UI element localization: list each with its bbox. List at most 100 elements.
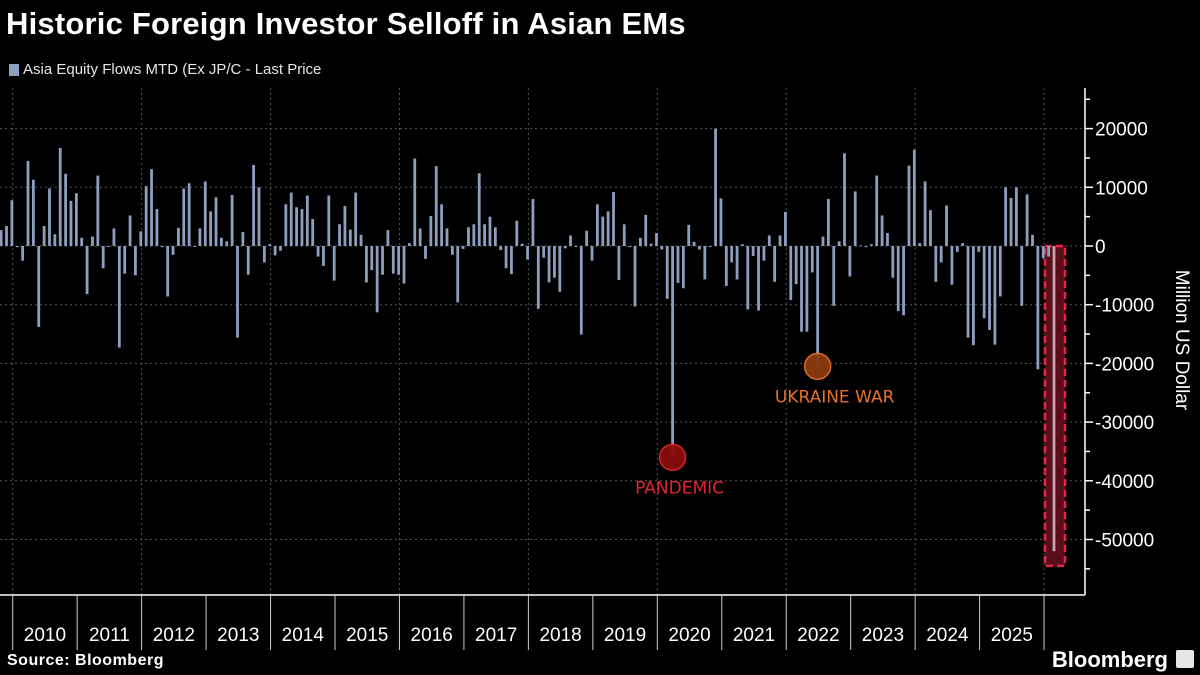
bar <box>322 246 325 266</box>
bar <box>445 228 449 246</box>
bar <box>472 224 476 246</box>
bar <box>574 246 578 247</box>
bar <box>53 234 57 246</box>
bar <box>171 246 175 255</box>
bar <box>676 246 680 283</box>
bar <box>1009 197 1013 246</box>
bar <box>993 246 997 345</box>
annotation-marker <box>803 352 832 381</box>
bar <box>64 173 68 246</box>
bar <box>698 246 701 250</box>
bar <box>327 195 331 246</box>
bar <box>375 246 379 313</box>
x-tick-label: 2017 <box>475 625 517 646</box>
bar <box>542 246 546 258</box>
bar <box>477 173 481 246</box>
bar <box>1052 246 1056 552</box>
bar <box>467 227 470 246</box>
bar <box>381 246 384 275</box>
bar <box>316 246 320 257</box>
bar <box>128 215 132 246</box>
bar <box>1031 234 1034 246</box>
bar <box>10 200 14 246</box>
x-tick-label: 2018 <box>539 625 581 646</box>
bar <box>21 246 25 261</box>
bar <box>934 246 938 282</box>
y-tick-label: 20000 <box>1095 120 1148 141</box>
x-tick-label: 2024 <box>926 625 969 646</box>
source-note: Source: Bloomberg <box>7 652 164 669</box>
bar <box>977 246 981 252</box>
bar <box>284 204 288 246</box>
bar <box>778 235 782 246</box>
bar <box>649 243 653 246</box>
y-tick-label: 10000 <box>1095 178 1148 199</box>
bar <box>515 220 519 246</box>
bar <box>622 224 626 246</box>
bar <box>918 243 922 246</box>
bar <box>182 188 186 246</box>
bar <box>810 246 814 273</box>
bar <box>134 246 137 276</box>
bar <box>219 237 223 246</box>
bar <box>456 246 460 303</box>
bar <box>80 237 84 246</box>
bar <box>773 246 777 282</box>
bar <box>85 246 89 295</box>
bar <box>193 246 196 247</box>
y-tick-label: -50000 <box>1095 531 1154 552</box>
bar <box>144 186 148 246</box>
bar <box>252 164 256 246</box>
x-tick-label: 2013 <box>217 625 259 646</box>
bar <box>730 246 734 263</box>
bar <box>741 244 744 246</box>
bar <box>617 246 621 281</box>
bar <box>692 241 696 246</box>
bar <box>719 198 723 246</box>
bar <box>295 207 298 246</box>
bar <box>117 246 121 348</box>
bar <box>998 246 1002 297</box>
bar <box>1020 246 1024 306</box>
bar <box>391 246 395 274</box>
bar <box>558 246 562 292</box>
bar <box>837 241 841 246</box>
bar <box>107 246 110 247</box>
x-tick-label: 2021 <box>733 625 775 646</box>
bar <box>112 228 116 246</box>
bar <box>950 246 954 285</box>
x-tick-label: 2011 <box>89 625 130 646</box>
bar <box>843 153 846 246</box>
bar <box>859 245 863 247</box>
bar <box>230 194 234 246</box>
bar <box>150 169 153 246</box>
bar <box>338 224 341 246</box>
bar <box>354 192 358 246</box>
bar <box>655 233 658 246</box>
bar <box>214 197 218 246</box>
bar <box>891 246 895 278</box>
bar <box>1047 246 1051 257</box>
bar <box>96 175 100 246</box>
legend: Asia Equity Flows MTD (Ex JP/C - Last Pr… <box>9 61 321 78</box>
bloomberg-logo: Bloomberg <box>1051 647 1168 672</box>
bar <box>714 128 717 246</box>
bar <box>751 246 755 256</box>
bar <box>1014 187 1018 246</box>
x-tick-label: 2025 <box>991 625 1033 646</box>
x-tick-label: 2022 <box>797 625 839 646</box>
bar <box>225 241 229 246</box>
bar <box>365 246 368 283</box>
bar <box>612 191 615 246</box>
bar <box>493 227 497 246</box>
bar <box>429 216 433 246</box>
x-tick-label: 2015 <box>346 625 388 646</box>
x-tick-label: 2010 <box>24 625 66 646</box>
bar <box>520 243 524 246</box>
x-tick-label: 2016 <box>411 625 453 646</box>
bar <box>488 216 492 246</box>
bar <box>279 246 282 251</box>
bar <box>800 246 803 332</box>
bar <box>42 226 46 246</box>
